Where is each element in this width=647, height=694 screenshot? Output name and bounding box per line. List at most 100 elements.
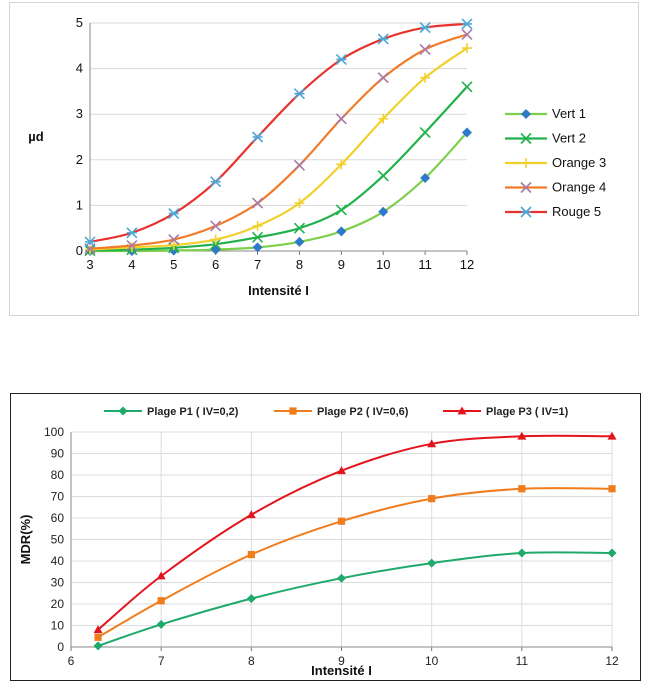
y-tick-label: 30 — [51, 576, 65, 590]
x-tick-label: 10 — [425, 654, 439, 668]
data-point — [607, 548, 617, 558]
data-point — [607, 431, 617, 440]
legend-entry: Vert 2 — [505, 131, 586, 146]
x-tick-label: 5 — [170, 257, 177, 272]
legend-entry: Plage P3 ( IV=1) — [443, 406, 569, 418]
data-point — [427, 439, 437, 448]
chart-mdr-panel — [10, 393, 641, 681]
data-point — [461, 28, 473, 40]
series-line — [89, 22, 468, 243]
data-point — [168, 234, 180, 246]
data-point — [294, 198, 305, 209]
data-point — [419, 126, 431, 139]
y-tick-label: 0 — [57, 640, 64, 654]
series-2 — [94, 485, 616, 641]
data-point — [335, 53, 347, 66]
data-point — [210, 234, 221, 245]
series-3 — [93, 431, 617, 634]
data-point — [427, 558, 437, 568]
data-point — [293, 88, 306, 100]
legend-marker — [521, 158, 531, 168]
x-tick-label: 7 — [254, 257, 261, 272]
legend-entry: Plage P2 ( IV=0,6) — [274, 406, 409, 418]
x-tick-label: 4 — [128, 257, 135, 272]
data-point — [156, 619, 166, 629]
legend-label: Vert 1 — [552, 106, 586, 121]
legend-label: Vert 2 — [552, 131, 586, 146]
series-1 — [93, 548, 617, 651]
data-point — [462, 127, 472, 138]
series-line — [89, 86, 468, 252]
data-point — [377, 33, 389, 45]
data-point — [168, 208, 180, 220]
data-point — [293, 222, 306, 234]
data-point — [126, 227, 138, 239]
data-point — [337, 517, 346, 525]
x-tick-label: 10 — [376, 257, 390, 272]
y-tick-label: 1 — [76, 197, 83, 212]
legend-label: Orange 4 — [552, 180, 606, 195]
y-tick-label: 80 — [51, 468, 65, 482]
y-tick-label: 5 — [76, 15, 83, 30]
legend-label: Plage P3 ( IV=1) — [486, 406, 569, 418]
y-axis-title: µd — [28, 129, 43, 144]
y-axis-title: MDR(%) — [18, 515, 33, 565]
legend-entry: Rouge 5 — [505, 204, 601, 219]
y-tick-label: 0 — [76, 243, 83, 258]
legend-label: Rouge 5 — [552, 204, 601, 219]
data-point — [156, 571, 166, 580]
data-point — [251, 131, 264, 143]
y-tick-label: 20 — [51, 597, 65, 611]
x-tick-label: 3 — [86, 257, 93, 272]
x-tick-label: 12 — [460, 257, 474, 272]
data-point — [337, 573, 346, 583]
data-point — [252, 242, 263, 253]
data-point — [518, 485, 526, 493]
data-point — [608, 485, 616, 493]
data-point — [94, 633, 102, 641]
data-point — [336, 226, 347, 237]
legend-entry: Plage P1 ( IV=0,2) — [104, 406, 239, 418]
x-axis-title: Intensité I — [311, 663, 372, 678]
data-point — [247, 550, 255, 559]
legend-marker — [520, 206, 532, 218]
x-tick-label: 9 — [338, 257, 345, 272]
data-point — [337, 466, 346, 475]
data-point — [428, 495, 436, 503]
data-point — [378, 206, 389, 217]
data-point — [294, 236, 305, 247]
data-point — [420, 72, 431, 83]
y-tick-label: 50 — [51, 533, 65, 547]
data-point — [251, 197, 264, 209]
y-tick-label: 100 — [44, 425, 64, 439]
x-tick-label: 11 — [418, 257, 432, 272]
chart-2: 0 10 20 30 40 50 60 70 80 90 100 6 7 8 9 10 11 12 Intensit… — [18, 406, 619, 678]
y-tick-label: 2 — [76, 152, 83, 167]
data-point — [251, 231, 264, 243]
data-point — [246, 594, 256, 604]
data-point — [168, 240, 179, 251]
x-axis-title: Intensité I — [248, 283, 309, 298]
data-point — [419, 21, 431, 34]
legend-marker — [118, 406, 128, 416]
x-tick-label: 9 — [338, 654, 345, 668]
data-point — [210, 220, 222, 232]
legend-label: Plage P2 ( IV=0,6) — [317, 406, 409, 418]
legend-marker — [521, 109, 531, 119]
y-tick-label: 40 — [51, 554, 65, 568]
x-tick-label: 8 — [296, 257, 303, 272]
y-tick-label: 3 — [76, 106, 83, 121]
x-tick-label: 6 — [68, 654, 75, 668]
data-point — [378, 113, 389, 124]
series-5 — [84, 18, 473, 248]
data-point — [84, 236, 96, 248]
y-tick-label: 10 — [51, 619, 65, 633]
legend-marker — [520, 132, 532, 145]
y-tick-label: 90 — [51, 447, 65, 461]
data-point — [461, 18, 473, 30]
data-point — [157, 597, 165, 605]
data-point — [252, 220, 263, 231]
data-point — [461, 81, 473, 93]
